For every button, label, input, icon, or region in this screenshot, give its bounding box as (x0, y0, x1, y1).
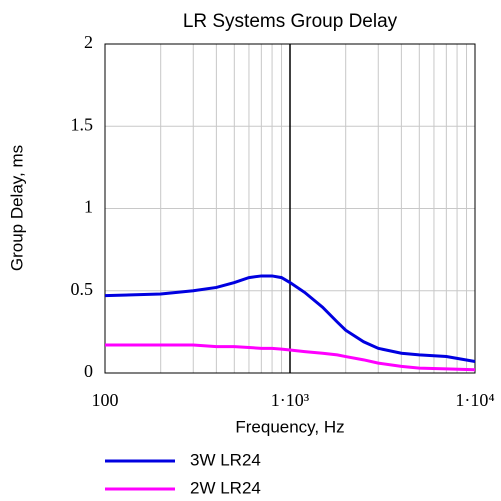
legend-label: 2W LR24 (190, 478, 261, 497)
y-axis-label: Group Delay, ms (7, 145, 26, 271)
x-tick-label: 1·10⁴ (455, 390, 494, 410)
plot-frame (104, 43, 476, 374)
series-line (104, 274, 476, 363)
x-tick-label: 100 (92, 390, 119, 410)
x-tick-label: 1·10³ (271, 390, 310, 410)
chart-title: LR Systems Group Delay (183, 11, 398, 32)
y-tick-label: 2 (84, 32, 93, 52)
y-tick-label: 0.5 (71, 279, 94, 299)
y-tick-label: 0 (84, 361, 93, 381)
y-tick-label: 1.5 (71, 114, 94, 134)
legend-label: 3W LR24 (190, 450, 261, 469)
x-axis-label: Frequency, Hz (235, 417, 344, 436)
series-line (105, 343, 476, 372)
y-tick-label: 1 (84, 197, 93, 217)
